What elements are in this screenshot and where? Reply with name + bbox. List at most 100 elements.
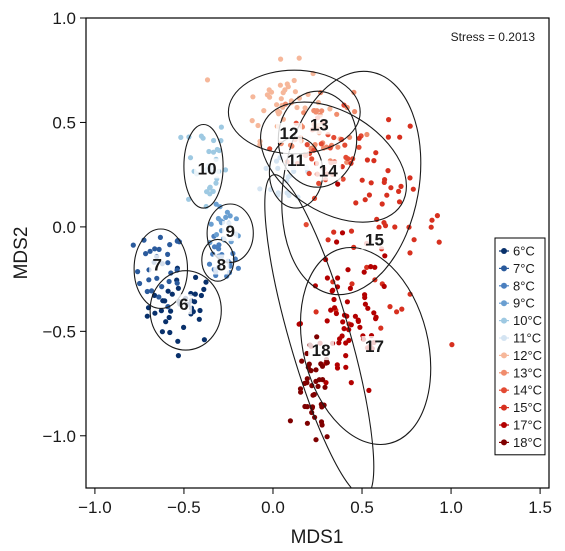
y-tick-label: 0.0 [52,218,76,237]
data-point [163,319,169,325]
confidence-ellipse [183,123,224,209]
data-point [343,353,349,359]
data-point [159,284,165,290]
data-point [296,321,302,327]
data-point [365,305,371,311]
group-label-bg [222,221,239,242]
data-point [343,154,349,160]
data-point [200,135,206,141]
data-point [407,123,413,129]
confidence-ellipse [149,270,222,351]
x-axis-title: MDS1 [291,527,344,548]
legend-label: 15°C [513,400,542,415]
data-point [327,106,333,112]
data-point [216,246,222,252]
data-point [324,275,330,281]
data-point [284,178,290,184]
group-label-bg [175,294,192,315]
x-tick-label: 1.0 [439,498,463,517]
data-point [207,184,213,190]
data-point [178,134,184,140]
data-point [167,329,173,336]
data-point [266,87,272,93]
data-point [263,165,269,171]
data-point [208,221,214,227]
data-point [394,309,400,315]
data-point [341,326,347,332]
data-point [169,291,175,297]
data-point [203,279,209,285]
legend-label: 11°C [513,331,541,346]
group-label: 14 [319,162,338,181]
data-point [352,109,358,115]
group-label: 6 [179,295,188,314]
data-point [371,310,377,316]
data-point [382,177,388,183]
data-point [224,273,230,279]
data-point [165,251,171,257]
data-point [386,117,392,123]
data-point [449,342,455,348]
data-point [343,364,349,370]
data-point [364,131,370,138]
data-point [334,365,341,371]
data-point [384,192,390,198]
data-point [311,108,317,114]
data-point [156,246,162,252]
axis-layer: −1.0 −0.5 0.0 0.5 1.0 1.5 −1.0 −0.5 0.0 0.5 1.0 [42,9,551,517]
data-point [318,361,324,367]
data-point [211,244,218,250]
data-point [190,309,196,315]
data-point [249,118,255,124]
confidence-ellipse [281,70,422,296]
data-point [398,183,404,189]
data-point [385,168,391,174]
data-point [175,285,181,291]
data-point [333,310,339,317]
data-point [315,383,321,389]
data-point [165,288,171,294]
data-point [399,306,405,312]
data-point [274,102,280,108]
group-label: 7 [152,256,161,275]
data-point [331,296,337,303]
data-point [273,158,280,164]
data-point [204,189,210,195]
data-point [156,294,162,300]
data-point [373,314,379,320]
data-point [342,142,348,148]
data-point [348,322,354,328]
data-point [158,308,164,314]
group-label: 10 [198,159,217,178]
data-point [382,253,388,259]
data-point [324,434,330,440]
confidence-ellipse [201,238,235,282]
data-point [371,158,377,164]
stress-annotation: Stress = 0.2013 [451,30,536,44]
data-point [257,186,263,192]
data-point [362,197,368,203]
data-point [146,277,152,283]
data-point [313,378,319,384]
data-point [381,220,387,226]
data-point [181,324,187,330]
data-point [345,267,351,273]
group-label: 11 [287,151,305,170]
data-point [385,134,391,140]
data-point [282,87,288,93]
data-point [213,180,219,186]
data-point [192,291,198,297]
data-point [348,380,354,386]
data-point [299,358,305,364]
data-point [277,82,283,88]
data-point [149,288,155,294]
data-point [227,213,233,219]
legend-label: 14°C [513,383,542,398]
data-point [166,314,172,321]
data-point [361,269,367,275]
data-point [353,200,359,206]
group-label-bg [361,229,388,250]
data-point [291,168,297,174]
data-point [304,420,310,426]
data-point [352,313,358,319]
